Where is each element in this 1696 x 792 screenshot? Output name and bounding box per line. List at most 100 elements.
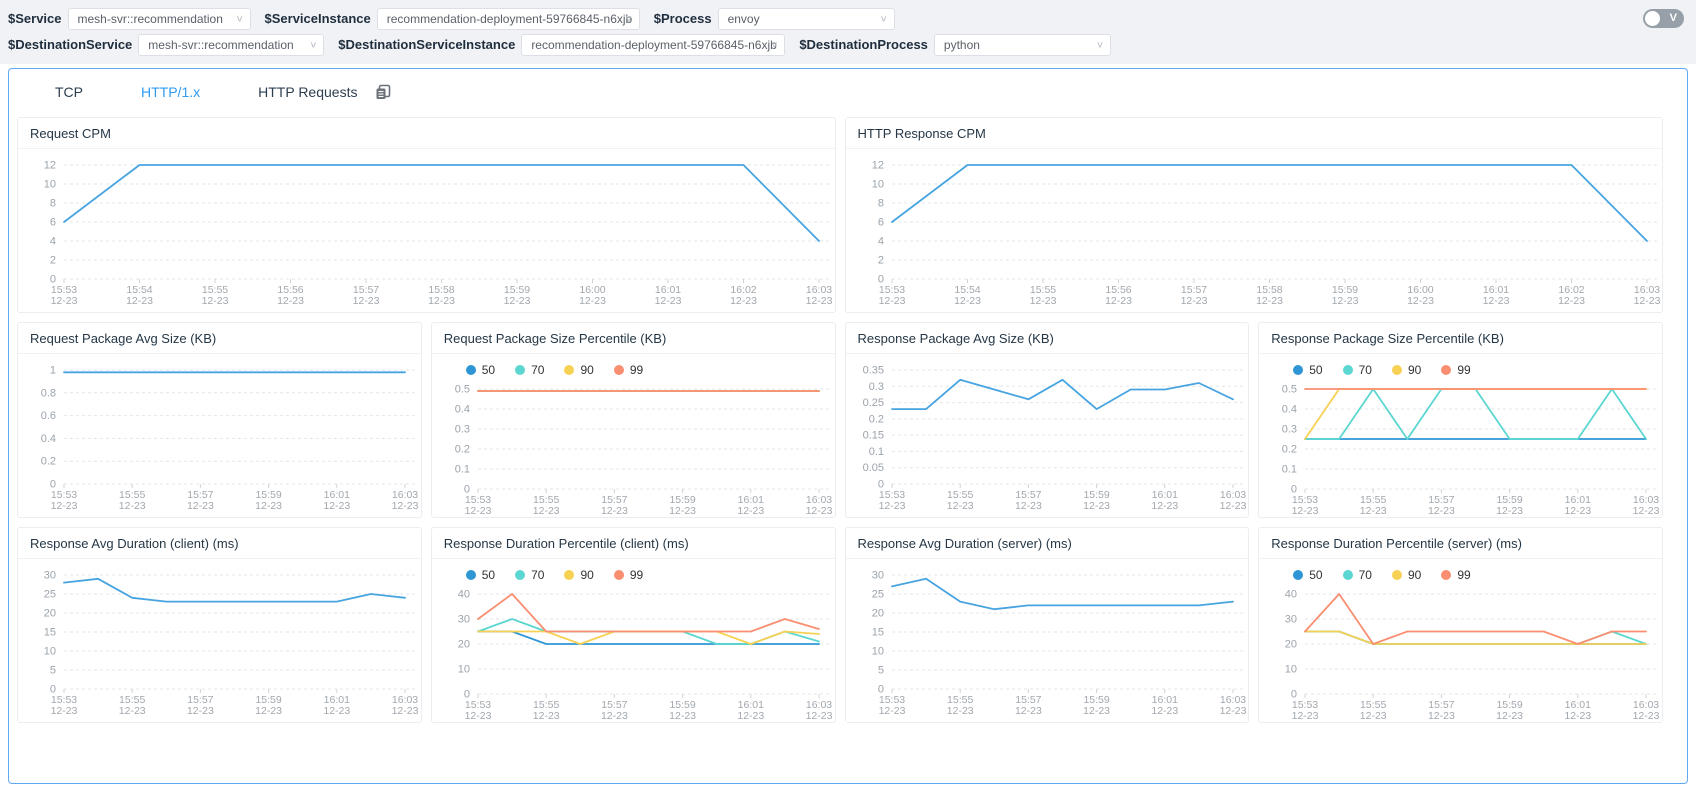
svg-text:12-23: 12-23 [737, 505, 764, 517]
svg-text:12-23: 12-23 [601, 505, 628, 517]
legend-dot [1391, 570, 1402, 580]
svg-text:15: 15 [44, 627, 56, 639]
svg-text:0.5: 0.5 [454, 384, 469, 396]
svg-text:16:03: 16:03 [1633, 699, 1659, 711]
svg-text:0: 0 [464, 689, 470, 701]
legend-label: 70 [1358, 363, 1372, 377]
chart-title: Response Avg Duration (client) (ms) [18, 528, 421, 559]
svg-text:15:59: 15:59 [255, 694, 281, 706]
legend-item-99[interactable]: 99 [613, 568, 643, 582]
legend-item-90[interactable]: 90 [564, 363, 594, 377]
svg-text:10: 10 [1285, 664, 1297, 676]
svg-text:15:53: 15:53 [878, 284, 904, 296]
series-line-99 [1304, 593, 1648, 645]
chart-canvas[interactable]: 00.050.10.150.20.250.30.3515:5312-2315:5… [850, 356, 1249, 514]
svg-text:15:55: 15:55 [1360, 699, 1386, 711]
legend-item-50[interactable]: 50 [1293, 568, 1323, 582]
chart-title: Response Avg Duration (server) (ms) [845, 528, 1249, 559]
svg-text:20: 20 [44, 608, 56, 620]
legend-label: 99 [629, 363, 644, 377]
svg-text:0: 0 [877, 274, 883, 286]
legend-label: 70 [1358, 568, 1372, 582]
svg-text:16:01: 16:01 [1482, 284, 1508, 296]
legend-item-99[interactable]: 99 [613, 363, 644, 377]
chevron-down-icon: ∨ [309, 39, 318, 50]
svg-text:0: 0 [50, 274, 56, 286]
legend-item-90[interactable]: 90 [564, 568, 594, 582]
legend-label: 99 [1457, 363, 1471, 377]
chart-canvas[interactable]: 05101520253015:5312-2315:5512-2315:5712-… [22, 561, 421, 719]
svg-text:20: 20 [871, 608, 883, 620]
svg-text:15:53: 15:53 [51, 284, 77, 296]
filter-select-serviceinstance[interactable]: recommendation-deployment-59766845-n6xjb… [376, 7, 640, 30]
chart-canvas[interactable]: 00.10.20.30.40.515:5312-2315:5512-2315:5… [1263, 381, 1662, 518]
legend-item-70[interactable]: 70 [515, 568, 544, 582]
svg-text:12-23: 12-23 [1565, 710, 1592, 722]
legend-item-70[interactable]: 70 [1342, 568, 1372, 582]
filter-select-destinationserviceinstance[interactable]: recommendation-deployment-59766845-n6xjb… [521, 33, 786, 56]
svg-text:12-23: 12-23 [1180, 295, 1207, 307]
legend-dot [613, 365, 624, 375]
chart-panel-response-package-avg-size-kb: Response Package Avg Size (KB) 0 0.05 0.1 0.… [844, 322, 1250, 518]
svg-text:0: 0 [1291, 689, 1297, 701]
chart-canvas[interactable]: 02468101215:5312-2315:5412-2315:5512-231… [850, 151, 1663, 309]
chevron-down-icon: ∨ [235, 13, 244, 24]
legend-item-50[interactable]: 50 [465, 363, 495, 377]
svg-text:15:59: 15:59 [1331, 284, 1357, 296]
legend-dot [515, 365, 526, 375]
chart-body: 0 0.2 0.4 0.6 0.8 1 15:53 12-23 15:55 12-23 15:57 1… [18, 354, 421, 517]
chart-panel-http-response-cpm: HTTP Response CPM 0 2 4 6 8 10 12 15:53 12-23 15:5… [844, 117, 1663, 313]
svg-text:0.35: 0.35 [862, 365, 883, 377]
filter-select-destinationprocess[interactable]: python ∨ [933, 33, 1111, 56]
legend-item-50[interactable]: 50 [1293, 363, 1323, 377]
svg-text:12-23: 12-23 [806, 295, 833, 307]
filter-label-process: $Process [653, 11, 712, 26]
svg-text:15:56: 15:56 [277, 284, 303, 296]
svg-text:16:02: 16:02 [1558, 284, 1584, 296]
chart-canvas[interactable]: 00.20.40.60.8115:5312-2315:5512-2315:571… [22, 356, 421, 514]
legend-label: 90 [580, 363, 594, 377]
svg-text:12-23: 12-23 [946, 500, 973, 512]
svg-text:15:53: 15:53 [1292, 699, 1318, 711]
legend-dot [564, 365, 575, 375]
legend-item-90[interactable]: 90 [1391, 363, 1421, 377]
chart-panel-request-package-avg-size-kb: Request Package Avg Size (KB) 0 0.2 0.4 0.6 0… [17, 322, 422, 518]
legend-label: 70 [531, 568, 545, 582]
legend-item-99[interactable]: 99 [1441, 363, 1471, 377]
filter-select-destinationservice[interactable]: mesh-svr::recommendation ∨ [138, 33, 325, 56]
value-toggle[interactable]: V [1643, 9, 1684, 28]
svg-text:15: 15 [871, 627, 883, 639]
chart-canvas[interactable]: 01020304015:5312-2315:5512-2315:5712-231… [1263, 586, 1662, 723]
legend-item-70[interactable]: 70 [1342, 363, 1372, 377]
chart-canvas[interactable]: 00.10.20.30.40.515:5312-2315:5512-2315:5… [436, 381, 835, 518]
legend-item-50[interactable]: 50 [465, 568, 495, 582]
svg-text:15:59: 15:59 [1083, 489, 1109, 501]
chart-title: Response Package Size Percentile (KB) [1259, 323, 1662, 354]
svg-text:15:57: 15:57 [187, 489, 213, 501]
svg-text:12-23: 12-23 [1105, 295, 1132, 307]
legend-item-90[interactable]: 90 [1391, 568, 1421, 582]
svg-text:0.3: 0.3 [454, 424, 469, 436]
series-line-value [890, 164, 1648, 242]
filter-select-process[interactable]: envoy ∨ [717, 7, 895, 30]
tab-tcp[interactable]: TCP [55, 84, 83, 100]
series-line-50 [476, 630, 820, 645]
svg-text:10: 10 [458, 664, 470, 676]
chart-body: 50 70 90 99 0 10 20 30 40 15:53 12-23 15:55 12-23 15:… [432, 559, 835, 723]
svg-text:30: 30 [1285, 614, 1297, 626]
svg-text:2: 2 [877, 255, 883, 267]
svg-text:10: 10 [44, 179, 56, 191]
chart-canvas[interactable]: 02468101215:5312-2315:5412-2315:5512-231… [22, 151, 835, 309]
filter-select-value: recommendation-deployment-59766845-n6xjb [531, 37, 777, 52]
svg-text:16:03: 16:03 [806, 699, 832, 711]
chart-title: Response Duration Percentile (client) (m… [431, 528, 835, 559]
legend-item-99[interactable]: 99 [1441, 568, 1471, 582]
filter-select-service[interactable]: mesh-svr::recommendation ∨ [67, 7, 251, 30]
chart-canvas[interactable]: 01020304015:5312-2315:5512-2315:5712-231… [436, 586, 835, 723]
tab-http-requests[interactable]: HTTP Requests [258, 84, 358, 100]
legend-item-70[interactable]: 70 [515, 363, 544, 377]
tab-http-1-x[interactable]: HTTP/1.x [141, 84, 201, 100]
filter-label-serviceinstance: $ServiceInstance [264, 11, 371, 26]
chart-canvas[interactable]: 05101520253015:5312-2315:5512-2315:5712-… [850, 561, 1249, 719]
copy-icon-button[interactable] [375, 84, 391, 100]
